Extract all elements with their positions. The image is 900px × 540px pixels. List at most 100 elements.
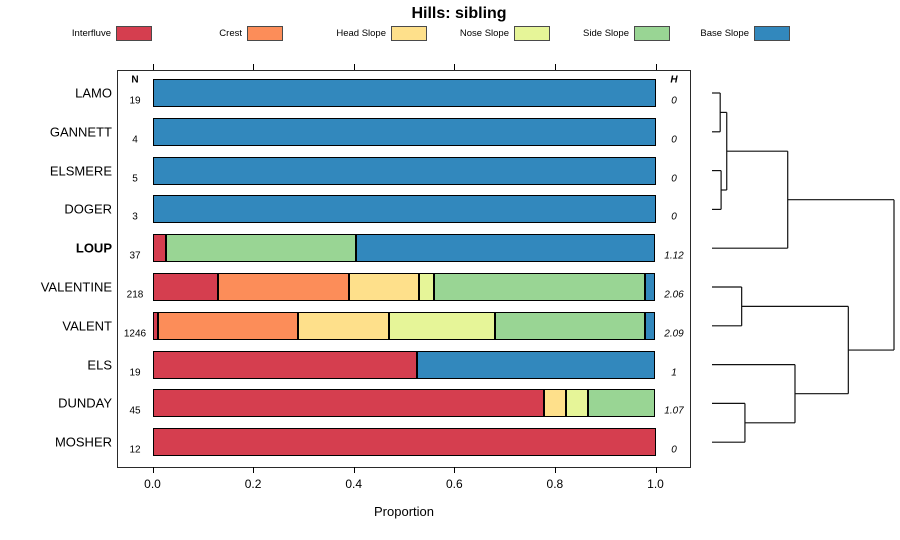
row-label-lamo: LAMO: [75, 85, 112, 101]
bar-segment-base-slope: [152, 79, 656, 107]
x-tick-bottom: [253, 467, 255, 473]
bar-segment-base-slope: [645, 311, 656, 340]
bar-segment-side-slope: [166, 234, 357, 263]
legend-swatch-side-slope: [634, 26, 670, 41]
h-value-elsmere: 0: [671, 173, 677, 185]
legend-item-crest: Crest: [111, 25, 283, 42]
h-column-header: H: [670, 74, 678, 86]
bar-row-valentine: [152, 273, 656, 301]
row-label-doger: DOGER: [64, 201, 112, 217]
row-label-gannett: GANNETT: [49, 124, 112, 140]
x-tick-label: 0.2: [244, 477, 262, 491]
h-value-lamo: 0: [671, 95, 677, 107]
legend-label: Crest: [219, 28, 242, 39]
bar-row-gannett: [152, 117, 656, 146]
bar-row-valent: [152, 311, 656, 340]
bar-segment-side-slope: [434, 273, 646, 301]
plot-area: [117, 70, 691, 468]
row-label-valentine: VALENTINE: [40, 279, 112, 295]
bar-segment-interfluve: [152, 389, 544, 418]
h-value-dunday: 1.07: [664, 405, 684, 417]
x-tick-top: [554, 64, 556, 70]
n-value-valent: 1246: [123, 328, 147, 340]
bar-segment-side-slope: [494, 311, 646, 340]
row-label-valent: VALENT: [62, 318, 112, 334]
bar-segment-base-slope: [152, 156, 656, 185]
h-value-valent: 2.09: [664, 328, 684, 340]
row-label-dunday: DUNDAY: [58, 395, 112, 411]
legend-item-base-slope: Base Slope: [618, 25, 790, 42]
h-value-gannett: 0: [671, 134, 677, 146]
legend-swatch-crest: [247, 26, 283, 41]
n-value-loup: 37: [129, 250, 141, 262]
bar-segment-crest: [217, 273, 349, 301]
n-value-elsmere: 5: [132, 173, 138, 185]
bar-row-dunday: [152, 389, 656, 418]
x-tick-bottom: [454, 467, 456, 473]
bar-row-loup: [152, 234, 656, 263]
legend-label: Side Slope: [583, 28, 629, 39]
x-axis-title: Proportion: [374, 504, 434, 519]
bar-segment-crest: [157, 311, 299, 340]
legend-label: Head Slope: [336, 28, 386, 39]
legend-item-interfluve: Interfluve: [0, 25, 152, 42]
legend-item-head-slope: Head Slope: [255, 25, 427, 42]
legend-label: Interfluve: [71, 28, 111, 39]
x-tick-bottom: [655, 467, 657, 473]
legend-item-nose-slope: Nose Slope: [378, 25, 550, 42]
legend-swatch-head-slope: [391, 26, 427, 41]
h-value-doger: 0: [671, 211, 677, 223]
bar-row-els: [152, 350, 656, 379]
bar-segment-head-slope: [298, 311, 389, 340]
h-value-els: 1: [671, 367, 677, 379]
chart-title: Hills: sibling: [411, 5, 507, 22]
h-value-loup: 1.12: [664, 250, 684, 262]
bar-segment-nose-slope: [388, 311, 495, 340]
x-tick-top: [253, 64, 255, 70]
bar-segment-nose-slope: [419, 273, 435, 301]
bar-segment-base-slope: [417, 350, 656, 379]
x-tick-label: 0.6: [445, 477, 463, 491]
x-tick-label: 1.0: [647, 477, 664, 491]
bar-segment-head-slope: [348, 273, 420, 301]
legend-swatch-interfluve: [116, 26, 152, 41]
n-value-lamo: 19: [129, 95, 141, 107]
legend-swatch-base-slope: [754, 26, 790, 41]
bar-segment-interfluve: [152, 273, 218, 301]
x-tick-label: 0.8: [546, 477, 564, 491]
n-column-header: N: [131, 74, 139, 86]
h-value-mosher: 0: [671, 444, 677, 456]
bar-row-elsmere: [152, 156, 656, 185]
bar-segment-base-slope: [645, 273, 656, 301]
bar-segment-interfluve: [152, 350, 418, 379]
x-tick-label: 0.0: [144, 477, 161, 491]
x-tick-top: [353, 64, 355, 70]
legend-swatch-nose-slope: [514, 26, 550, 41]
n-value-doger: 3: [132, 211, 138, 223]
bar-segment-base-slope: [152, 195, 656, 224]
row-label-loup: LOUP: [75, 240, 112, 256]
x-tick-bottom: [152, 467, 154, 473]
x-tick-bottom: [353, 467, 355, 473]
n-value-els: 19: [129, 367, 141, 379]
bar-segment-nose-slope: [565, 389, 589, 418]
n-value-dunday: 45: [129, 405, 141, 417]
bar-segment-interfluve: [152, 428, 656, 457]
x-tick-top: [454, 64, 456, 70]
row-label-elsmere: ELSMERE: [49, 163, 112, 179]
legend-label: Nose Slope: [459, 28, 509, 39]
x-tick-label: 0.4: [345, 477, 363, 491]
n-value-gannett: 4: [132, 134, 138, 146]
h-value-valentine: 2.06: [664, 289, 684, 301]
x-tick-top: [152, 64, 154, 70]
bar-row-mosher: [152, 428, 656, 457]
x-tick-top: [655, 64, 657, 70]
bar-segment-interfluve: [152, 311, 158, 340]
bar-segment-head-slope: [543, 389, 566, 418]
bar-row-doger: [152, 195, 656, 224]
legend-label: Base Slope: [700, 28, 749, 39]
n-value-valentine: 218: [126, 289, 144, 301]
bar-row-lamo: [152, 79, 656, 107]
bar-segment-interfluve: [152, 234, 167, 263]
